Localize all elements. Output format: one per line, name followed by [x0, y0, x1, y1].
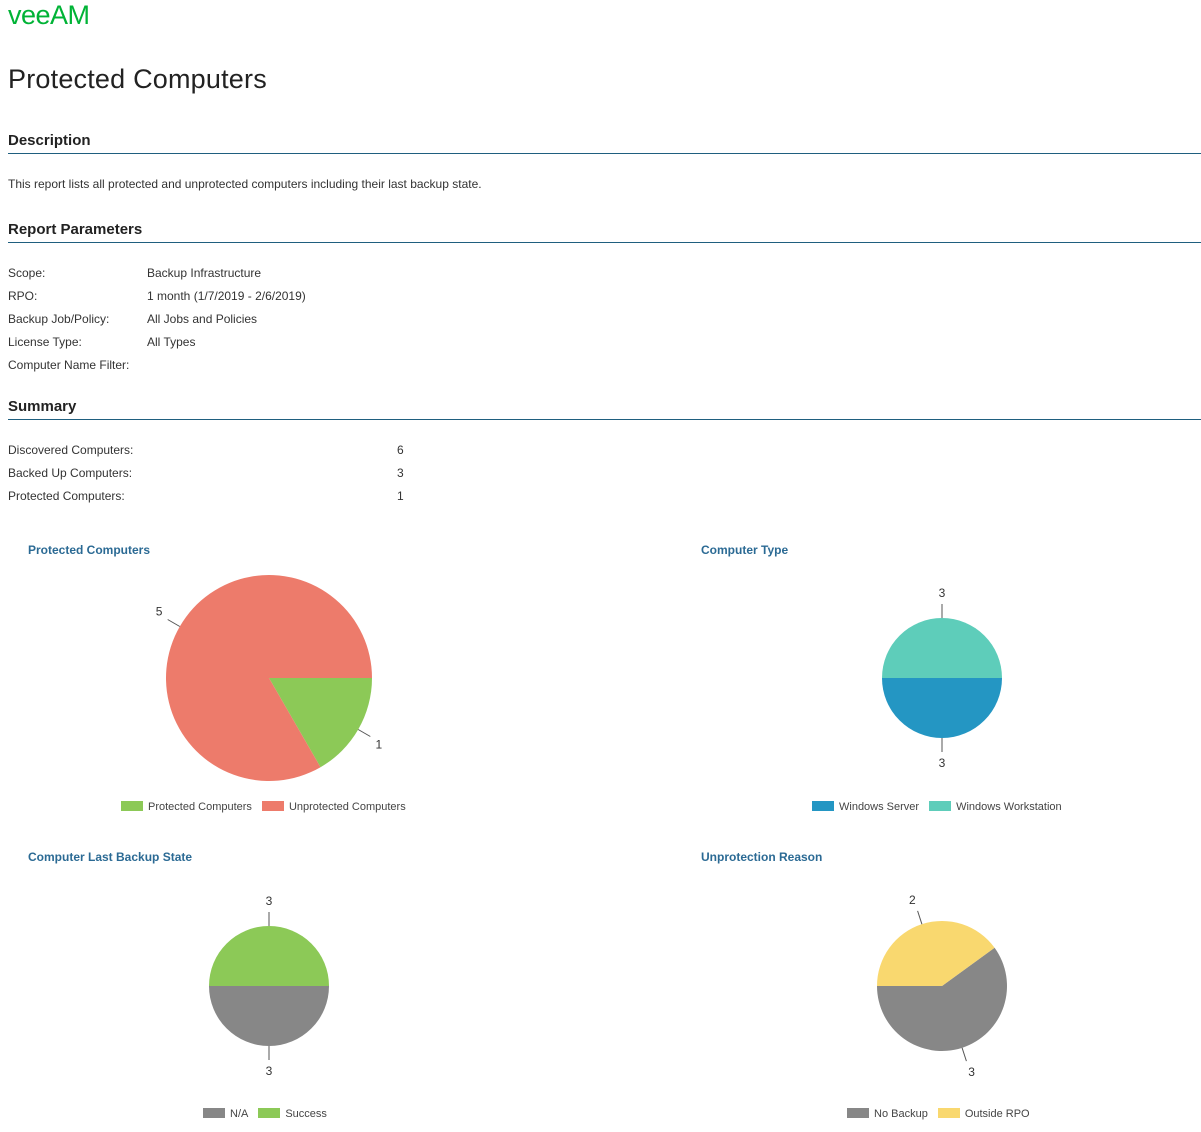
legend-label: Windows Workstation [956, 801, 1062, 814]
legend-swatch [929, 801, 952, 812]
pie-data-label: 3 [939, 756, 946, 770]
legend-label: Unprotected Computers [288, 801, 406, 814]
param-label-backup-job: Backup Job/Policy: [8, 312, 110, 326]
legend-last-backup-state: N/A Success [203, 1108, 337, 1122]
pie-leader-line [167, 619, 181, 627]
summary-label-discovered: Discovered Computers: [8, 443, 134, 457]
pie-slice-windows-workstation [882, 618, 1002, 678]
legend-label: Protected Computers [148, 801, 252, 814]
pie-chart-3: 32 [877, 893, 1007, 1079]
pie-data-label: 3 [266, 1064, 273, 1078]
veeam-logo-text: veeAM [8, 4, 90, 28]
legend-item-no-backup: No Backup [847, 1108, 928, 1120]
legend-item-outside-rpo: Outside RPO [937, 1108, 1030, 1121]
section-description-heading: Description [8, 132, 91, 149]
pie-slice-success [209, 926, 329, 986]
section-report-parameters: Report Parameters [8, 220, 1201, 243]
pie-chart-0: 15 [156, 575, 383, 782]
pie-data-label: 1 [376, 738, 383, 752]
param-value-rpo: 1 month (1/7/2019 - 2/6/2019) [147, 289, 306, 303]
pie-data-label: 3 [968, 1065, 975, 1079]
legend-item-success: Success [258, 1108, 327, 1120]
description-text: This report lists all protected and unpr… [8, 177, 482, 191]
section-description: Description [8, 131, 1201, 154]
param-label-license-type: License Type: [8, 335, 82, 349]
legend-item-unprotected-computers: Unprotected Computers [261, 801, 406, 814]
veeam-logo: veeAM [8, 4, 90, 28]
legend-item-n-a: N/A [203, 1108, 248, 1120]
section-parameters-heading: Report Parameters [8, 221, 143, 238]
legend-swatch [812, 801, 834, 812]
pie-slice-protected-computers [269, 678, 373, 768]
pie-leader-line [357, 729, 371, 737]
param-label-scope: Scope: [8, 266, 46, 280]
pie-slice-n-a [209, 986, 329, 1046]
param-value-backup-job: All Jobs and Policies [147, 312, 258, 326]
pie-slice-unprotected-computers [166, 575, 372, 782]
param-value-scope: Backup Infrastructure [147, 266, 262, 280]
section-summary-heading: Summary [8, 398, 77, 415]
summary-value-backed-up: 3 [397, 466, 404, 480]
legend-label: Windows Server [839, 801, 920, 814]
legend-computer-type: Windows Server Windows Workstation [812, 801, 1072, 815]
legend-swatch [937, 1108, 960, 1119]
param-label-computer-name-filter: Computer Name Filter: [8, 358, 130, 372]
legend-item-windows-server: Windows Server [812, 801, 919, 813]
param-value-license-type: All Types [147, 335, 196, 349]
legend-swatch [203, 1108, 225, 1119]
pie-chart-1: 33 [882, 586, 1002, 770]
legend-item-protected-computers: Protected Computers [121, 801, 252, 813]
param-label-rpo: RPO: [8, 289, 38, 303]
pie-slice-no-backup [877, 947, 1007, 1051]
legend-protected-computers: Protected Computers Unprotected Computers [121, 801, 416, 815]
legend-unprotection-reason: No Backup Outside RPO [847, 1108, 1040, 1122]
chart-title-unprotection-reason: Unprotection Reason [701, 850, 823, 864]
legend-item-windows-workstation: Windows Workstation [929, 801, 1062, 813]
legend-swatch [121, 801, 143, 812]
pie-data-label: 3 [266, 894, 273, 908]
summary-label-backed-up: Backed Up Computers: [8, 466, 133, 480]
summary-value-discovered: 6 [397, 443, 404, 457]
pie-data-label: 5 [156, 605, 163, 619]
page-title: Protected Computers [8, 64, 267, 94]
pie-slice-outside-rpo [877, 921, 995, 986]
legend-swatch [847, 1108, 869, 1119]
pie-leader-line [961, 1047, 967, 1062]
section-summary: Summary [8, 397, 1201, 420]
legend-swatch [258, 1108, 281, 1119]
summary-value-protected: 1 [397, 489, 404, 503]
chart-title-last-backup-state: Computer Last Backup State [28, 850, 193, 864]
legend-label: No Backup [874, 1108, 928, 1121]
pie-data-label: 3 [939, 586, 946, 600]
summary-label-protected: Protected Computers: [8, 489, 125, 503]
pie-slice-windows-server [882, 678, 1002, 738]
legend-label: N/A [230, 1108, 249, 1121]
chart-title-computer-type: Computer Type [701, 543, 789, 557]
legend-swatch [261, 801, 284, 812]
pie-leader-line [917, 910, 923, 925]
legend-label: Success [285, 1108, 327, 1121]
pie-chart-2: 33 [209, 894, 329, 1078]
chart-title-protected-computers: Protected Computers [28, 543, 151, 557]
legend-label: Outside RPO [964, 1108, 1030, 1121]
pie-data-label: 2 [909, 893, 916, 907]
